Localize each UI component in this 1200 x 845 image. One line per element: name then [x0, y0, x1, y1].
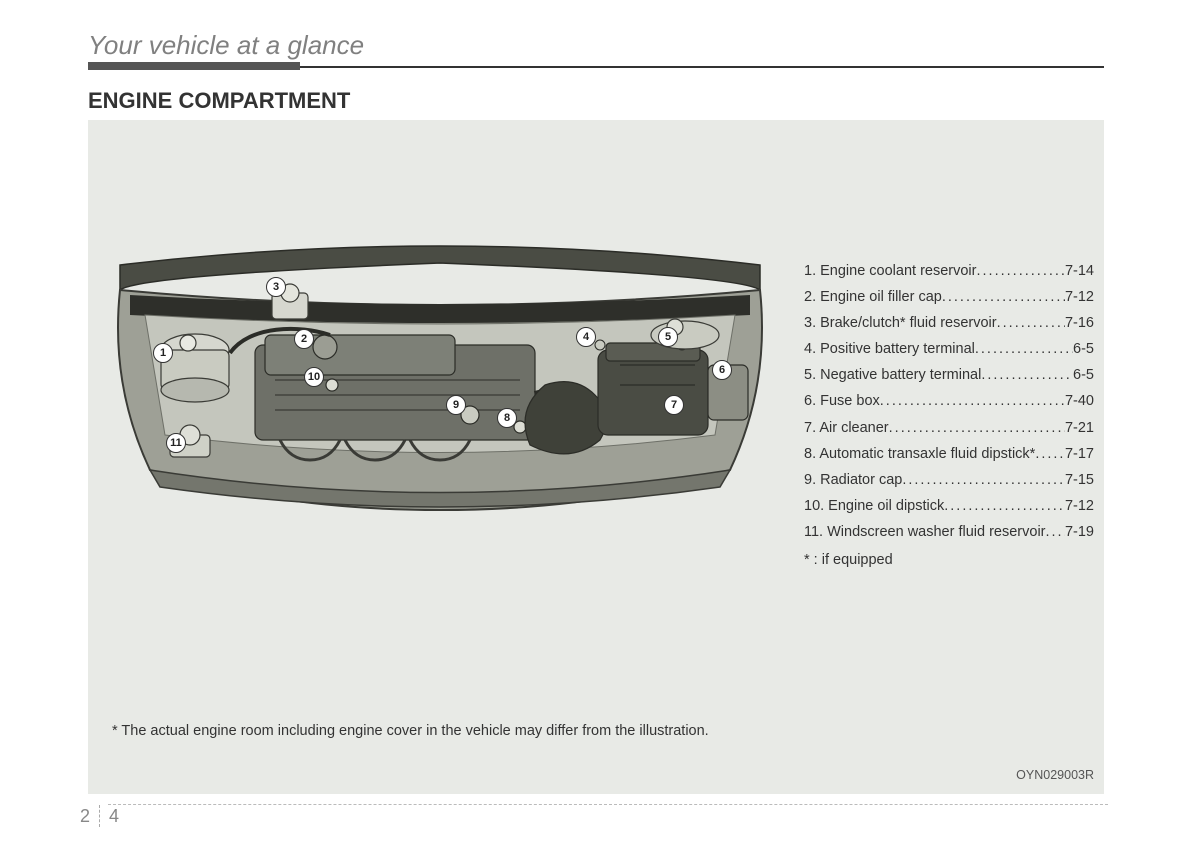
legend-note: * : if equipped — [804, 547, 1094, 573]
legend-dots — [1035, 441, 1065, 467]
legend-dots — [977, 258, 1065, 284]
callout-8: 8 — [497, 408, 517, 428]
legend-label: 10. Engine oil dipstick — [804, 493, 944, 519]
callout-10: 10 — [304, 367, 324, 387]
callout-7: 7 — [664, 395, 684, 415]
callout-11: 11 — [166, 433, 186, 453]
legend-dots — [902, 467, 1065, 493]
callout-4: 4 — [576, 327, 596, 347]
footer-rule — [108, 804, 1108, 805]
legend-label: 8. Automatic transaxle fluid dipstick* — [804, 441, 1035, 467]
page-chapter: 2 — [80, 806, 90, 827]
legend-row: 1. Engine coolant reservoir 7-14 — [804, 258, 1094, 284]
legend-dots — [880, 388, 1065, 414]
page-footer: 2 4 — [80, 805, 119, 827]
legend-dots — [942, 284, 1065, 310]
legend-page: 6-5 — [1073, 336, 1094, 362]
legend-row: 6. Fuse box 7-40 — [804, 388, 1094, 414]
image-code: OYN029003R — [1016, 768, 1094, 782]
callout-6: 6 — [712, 360, 732, 380]
page-number: 4 — [109, 806, 119, 827]
legend-row: 7. Air cleaner 7-21 — [804, 415, 1094, 441]
legend-page: 7-21 — [1065, 415, 1094, 441]
legend-label: 4. Positive battery terminal — [804, 336, 975, 362]
legend-dots — [944, 493, 1065, 519]
legend-row: 8. Automatic transaxle fluid dipstick* 7-… — [804, 441, 1094, 467]
legend-page: 7-40 — [1065, 388, 1094, 414]
callout-1: 1 — [153, 343, 173, 363]
legend-dots — [1046, 519, 1065, 545]
legend-row: 5. Negative battery terminal 6-5 — [804, 362, 1094, 388]
engine-diagram: 1 2 3 4 5 6 7 8 9 10 11 — [100, 235, 780, 515]
legend-label: 2. Engine oil filler cap — [804, 284, 942, 310]
legend-label: 7. Air cleaner — [804, 415, 889, 441]
content-panel: 1 2 3 4 5 6 7 8 9 10 11 1. Engine coolant reservoi… — [88, 120, 1104, 794]
callout-3: 3 — [266, 277, 286, 297]
legend-row: 2. Engine oil filler cap 7-12 — [804, 284, 1094, 310]
legend-row: 3. Brake/clutch* fluid reservoir 7-16 — [804, 310, 1094, 336]
legend-page: 7-12 — [1065, 493, 1094, 519]
legend: 1. Engine coolant reservoir7-142. Engine… — [804, 258, 1094, 573]
legend-page: 7-14 — [1065, 258, 1094, 284]
callout-5: 5 — [658, 327, 678, 347]
footer-sep-icon — [99, 805, 100, 827]
legend-label: 3. Brake/clutch* fluid reservoir — [804, 310, 997, 336]
callout-9: 9 — [446, 395, 466, 415]
legend-row: 9. Radiator cap 7-15 — [804, 467, 1094, 493]
legend-dots — [889, 415, 1065, 441]
legend-dots — [981, 362, 1073, 388]
legend-row: 10. Engine oil dipstick 7-12 — [804, 493, 1094, 519]
legend-page: 7-17 — [1065, 441, 1094, 467]
legend-dots — [975, 336, 1073, 362]
callout-2: 2 — [294, 329, 314, 349]
legend-label: 1. Engine coolant reservoir — [804, 258, 977, 284]
footnote: * The actual engine room including engin… — [112, 723, 709, 739]
legend-label: 9. Radiator cap — [804, 467, 902, 493]
legend-row: 11. Windscreen washer fluid reservoir 7-1… — [804, 519, 1094, 545]
chapter-title: Your vehicle at a glance — [88, 30, 364, 61]
legend-label: 11. Windscreen washer fluid reservoir — [804, 519, 1046, 545]
title-rule-thick — [88, 62, 300, 70]
legend-label: 5. Negative battery terminal — [804, 362, 981, 388]
legend-dots — [997, 310, 1065, 336]
legend-page: 7-16 — [1065, 310, 1094, 336]
legend-page: 7-19 — [1065, 519, 1094, 545]
legend-page: 7-15 — [1065, 467, 1094, 493]
legend-page: 7-12 — [1065, 284, 1094, 310]
legend-label: 6. Fuse box — [804, 388, 880, 414]
legend-row: 4. Positive battery terminal 6-5 — [804, 336, 1094, 362]
section-heading: ENGINE COMPARTMENT — [88, 88, 350, 114]
engine-illustration-svg — [100, 235, 780, 515]
legend-page: 6-5 — [1073, 362, 1094, 388]
